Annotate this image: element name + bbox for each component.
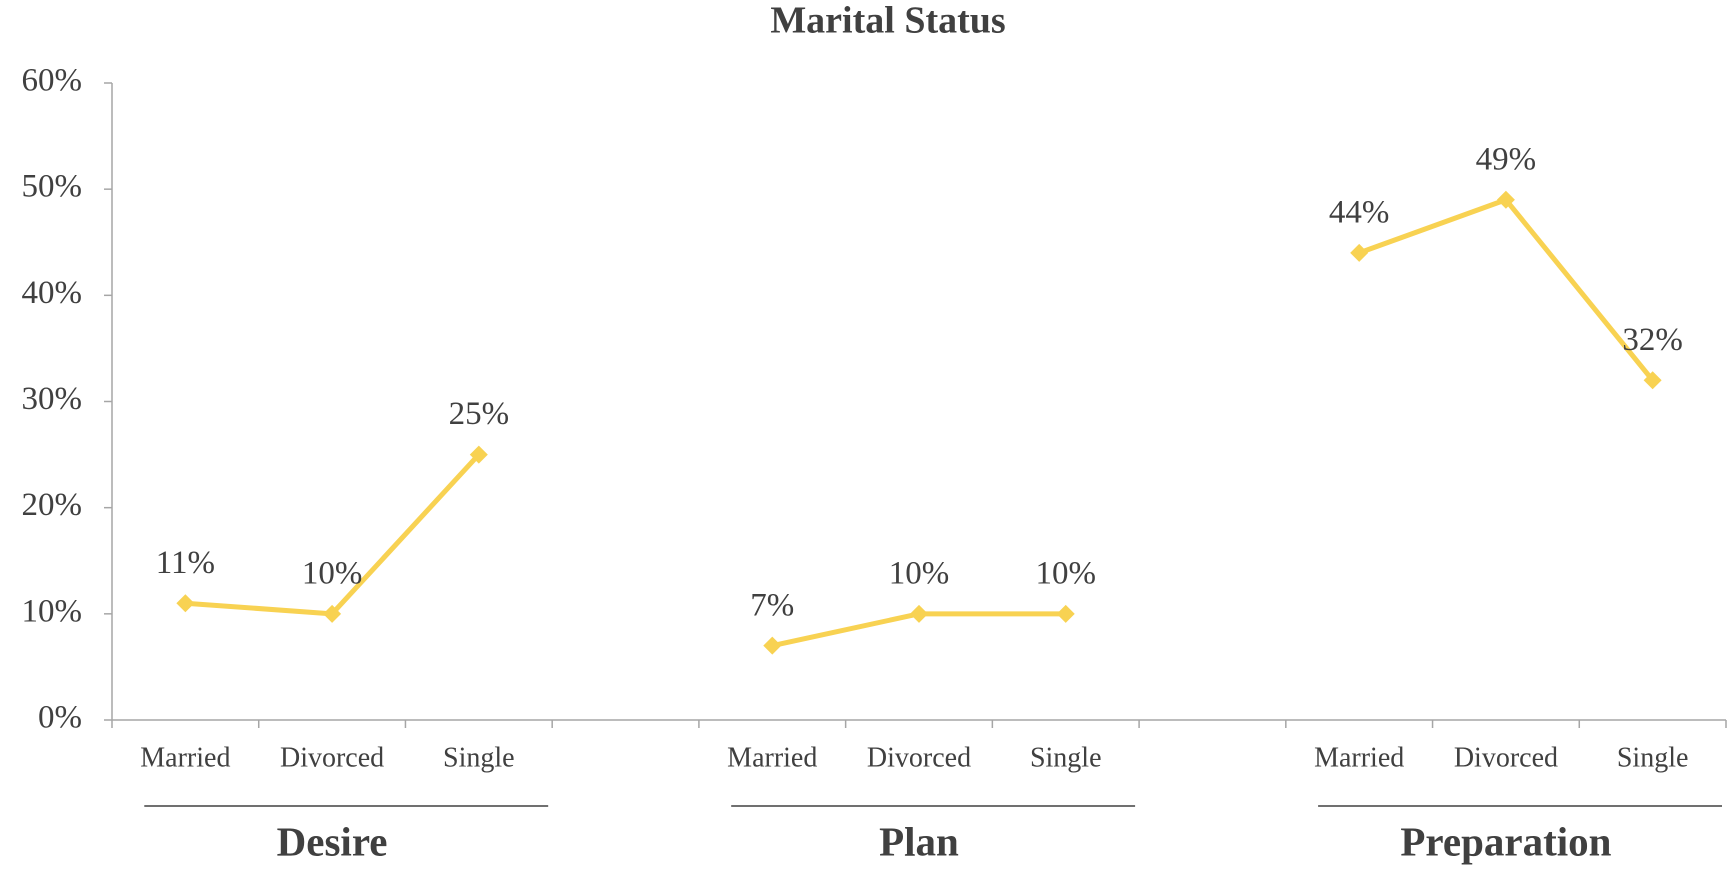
x-tick-label: Single: [1617, 742, 1689, 773]
data-label: 7%: [750, 587, 794, 623]
x-tick-label: Divorced: [1454, 742, 1558, 773]
y-tick-label: 40%: [22, 275, 83, 311]
y-tick-label: 0%: [38, 700, 82, 736]
marker: [323, 604, 342, 623]
x-tick-label: Married: [1314, 742, 1404, 773]
y-tick-label: 20%: [22, 487, 83, 523]
data-label: 49%: [1476, 141, 1537, 177]
y-tick-label: 60%: [22, 63, 83, 99]
x-tick-label: Divorced: [280, 742, 384, 773]
y-tick-label: 30%: [22, 381, 83, 417]
marker: [176, 594, 195, 613]
group-label: Preparation: [1400, 818, 1611, 864]
marker: [763, 636, 782, 655]
y-tick-label: 10%: [22, 593, 83, 629]
data-label: 44%: [1329, 194, 1390, 230]
data-label: 11%: [156, 545, 215, 581]
marker: [1350, 243, 1369, 262]
marker: [1643, 371, 1662, 390]
marker: [469, 445, 488, 464]
group-label: Desire: [277, 818, 388, 864]
group-label: Plan: [879, 818, 959, 864]
data-label: 10%: [1035, 555, 1096, 591]
x-tick-label: Married: [727, 742, 817, 773]
marker: [1056, 604, 1075, 623]
chart-title: Marital Status: [770, 0, 1005, 42]
x-tick-label: Single: [1030, 742, 1102, 773]
data-label: 32%: [1622, 322, 1683, 358]
data-label: 25%: [449, 396, 510, 432]
x-tick-label: Single: [443, 742, 515, 773]
data-label: 10%: [302, 555, 363, 591]
data-label: 10%: [889, 555, 950, 591]
marker: [910, 604, 928, 623]
x-tick-label: Divorced: [867, 742, 971, 773]
x-tick-label: Married: [140, 742, 230, 773]
y-tick-label: 50%: [22, 169, 83, 205]
marker: [1496, 190, 1515, 209]
